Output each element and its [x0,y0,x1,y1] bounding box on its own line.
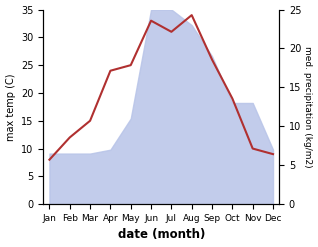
X-axis label: date (month): date (month) [118,228,205,242]
Y-axis label: max temp (C): max temp (C) [5,73,16,141]
Y-axis label: med. precipitation (kg/m2): med. precipitation (kg/m2) [303,46,313,168]
